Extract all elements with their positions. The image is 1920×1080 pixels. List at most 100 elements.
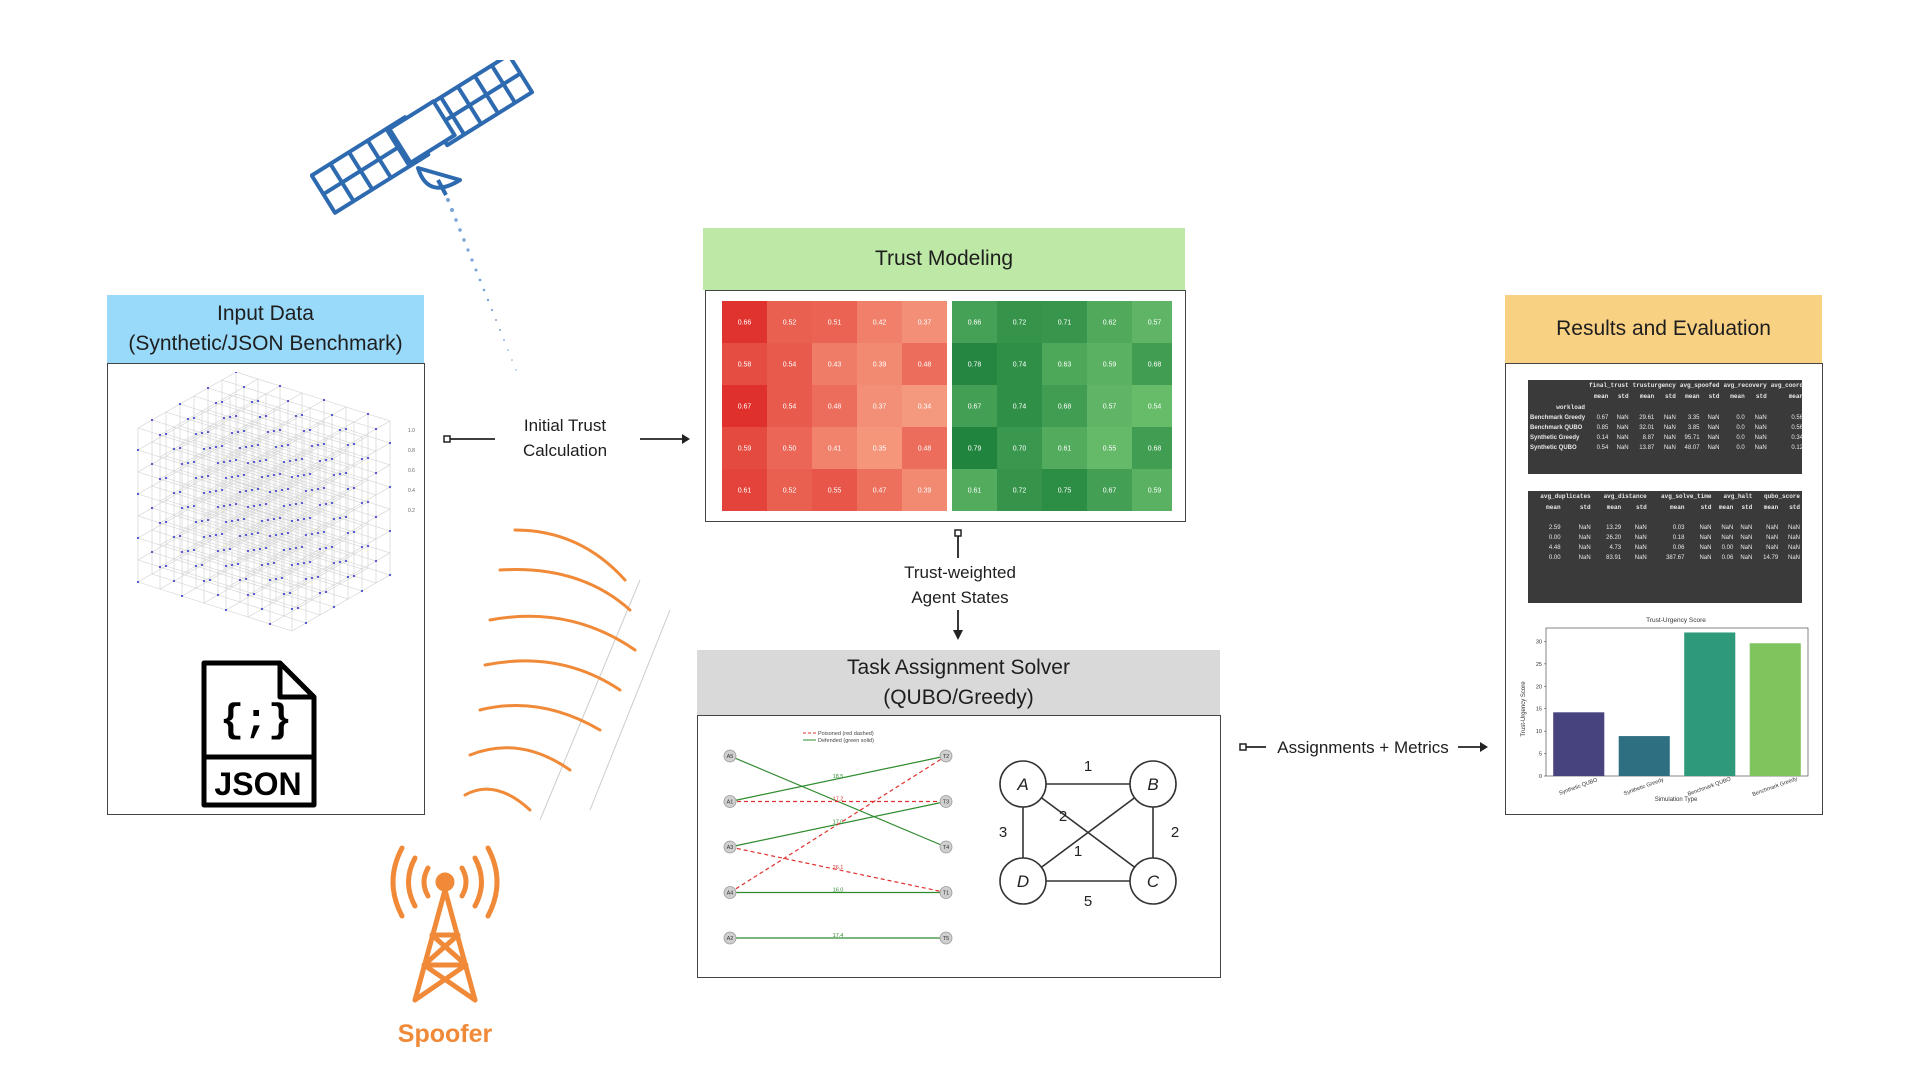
table2-row: 0.00 NaN 83.91 NaN 387.67 NaN 0.06 NaN 14.79 NaN: [1528, 553, 1802, 563]
red-heatmap-cell: [902, 469, 947, 511]
t2-sub: std: [1579, 504, 1591, 511]
green-heatmap-cell: [952, 469, 997, 511]
graph-node-b: B: [1147, 775, 1158, 794]
green-heatmap-cell: [1042, 385, 1087, 427]
table2-cell: NaN: [1578, 525, 1591, 531]
green-heatmap-cell: [1132, 343, 1172, 385]
green-heatmap-cell: [1087, 427, 1132, 469]
table1-row: Benchmark Greedy 0.67 NaN 29.61 NaN 3.35 NaN 0.…: [1528, 413, 1805, 423]
y-tick-label: 20: [1536, 684, 1542, 690]
green-heatmap-cell-value: 0.71: [1058, 320, 1072, 327]
edge-label: 17.0: [833, 819, 844, 825]
table1-cell: 0.56: [1791, 425, 1804, 431]
red-heatmap-cell-value: 0.35: [873, 446, 887, 453]
red-heatmap-cell: [857, 427, 902, 469]
table1-cell: NaN: [1616, 445, 1629, 451]
t1-h-trusturgency: trusturgency: [1632, 382, 1676, 389]
t1-h-avg-recovery: avg_recovery: [1723, 382, 1767, 389]
t1-h-final-trust: final_trust: [1589, 382, 1629, 389]
green-heatmap-cell: [1132, 301, 1172, 343]
t2-sub: std: [1635, 504, 1647, 511]
red-heatmap-cell: [722, 301, 767, 343]
table1-row-label: Synthetic QUBO: [1530, 445, 1577, 451]
x-tick-label: Benchmark Greedy: [1752, 776, 1799, 798]
table2-cell: 4.48: [1548, 545, 1561, 551]
table1-cell: NaN: [1663, 435, 1676, 441]
green-heatmap-cell: [1132, 427, 1172, 469]
green-heatmap-cell: [952, 427, 997, 469]
svg-text:1.0: 1.0: [408, 428, 415, 434]
green-heatmap-cell-value: 0.75: [1058, 488, 1072, 495]
t1-sub: std: [1617, 393, 1629, 400]
t2-sub: mean: [1718, 504, 1734, 511]
graph-node-a: A: [1016, 775, 1028, 794]
table2-cell: NaN: [1699, 535, 1712, 541]
table2-cell: NaN: [1634, 545, 1647, 551]
chart-xlabel: Simulation Type: [1655, 797, 1698, 803]
table2-cell: NaN: [1699, 555, 1712, 561]
green-heatmap-cell: [997, 385, 1042, 427]
table2-cell: NaN: [1787, 535, 1800, 541]
t2-sub: mean: [1546, 504, 1561, 511]
red-heatmap-cell: [767, 385, 812, 427]
t1-index-label: workload: [1556, 404, 1586, 411]
red-heatmap-cell-value: 0.41: [828, 446, 842, 453]
table2-cell: NaN: [1740, 545, 1753, 551]
table2-cell: NaN: [1721, 535, 1734, 541]
table2-row: 0.00 NaN 26.20 NaN 0.18 NaN NaN NaN NaN NaN: [1528, 533, 1802, 543]
input-data-header: Input Data (Synthetic/JSON Benchmark): [107, 295, 424, 363]
table1-cell: NaN: [1754, 445, 1767, 451]
bar: [1553, 712, 1605, 776]
red-heatmap-cell: [722, 343, 767, 385]
spoofer-signal-waves: [463, 528, 671, 820]
legend-poisoned: Poisoned (red dashed): [818, 731, 874, 737]
red-heatmap-cell: [902, 301, 947, 343]
svg-text:0.6: 0.6: [408, 468, 415, 474]
t2-sub: std: [1700, 504, 1712, 511]
table2-cell: NaN: [1578, 555, 1591, 561]
green-heatmap-cell-value: 0.61: [1058, 446, 1072, 453]
json-icon-label: JSON: [214, 766, 301, 802]
table1-cell: NaN: [1616, 415, 1629, 421]
t2-h-qubo-score: qubo_score: [1763, 493, 1800, 500]
svg-text:0.8: 0.8: [408, 448, 415, 454]
t2-h-avg-halt: avg_halt: [1723, 493, 1753, 500]
table2-cell: 13.29: [1606, 525, 1622, 531]
results-table-1: final_trust trusturgency avg_spoofed avg…: [1528, 380, 1805, 474]
red-heatmap-cell: [767, 469, 812, 511]
t2-sub: mean: [1763, 504, 1779, 511]
red-heatmap-cell: [902, 343, 947, 385]
green-heatmap-cell: [997, 343, 1042, 385]
table1-cell: 0.0: [1736, 445, 1745, 451]
bar: [1749, 643, 1801, 776]
arrow-input-to-trust: [443, 434, 690, 444]
t2-sub: mean: [1606, 504, 1622, 511]
3d-grid-plot: 1.0 0.8 0.6 0.4 0.2: [136, 372, 415, 632]
spoofer-tower-icon: [390, 845, 500, 1003]
table2-cell: 0.03: [1672, 525, 1685, 531]
green-heatmap-cell-value: 0.79: [968, 446, 982, 453]
green-heatmap-cell: [1087, 343, 1132, 385]
red-heatmap-cell-value: 0.39: [873, 362, 887, 369]
table1-cell: 13.87: [1639, 445, 1655, 451]
table1-cell: NaN: [1754, 415, 1767, 421]
weighted-graph: A B C D 1 2 2 1 3 5: [999, 758, 1179, 910]
table1-row: Benchmark QUBO 0.85 NaN 32.01 NaN 3.85 NaN 0.0 N…: [1528, 423, 1805, 433]
red-heatmap-cell: [812, 469, 857, 511]
green-heatmap-cell-value: 0.67: [968, 404, 982, 411]
t1-sub: std: [1755, 393, 1767, 400]
green-heatmap-cell-value: 0.61: [968, 488, 982, 495]
t1-sub: std: [1708, 393, 1720, 400]
weight-ab: 1: [1084, 758, 1092, 775]
table1-cell: NaN: [1663, 425, 1676, 431]
green-heatmap-cell: [1087, 301, 1132, 343]
assignment-edge: [729, 755, 947, 894]
red-heatmap-cell: [812, 343, 857, 385]
table1-cell: 32.01: [1639, 425, 1655, 431]
red-heatmap-cell-value: 0.34: [918, 404, 932, 411]
green-heatmap-cell-value: 0.62: [1103, 320, 1117, 327]
table2-cell: 83.91: [1606, 555, 1622, 561]
arrow-trust-to-solver: [953, 529, 963, 640]
green-heatmap-cell-value: 0.57: [1103, 404, 1117, 411]
table2-cell: NaN: [1578, 535, 1591, 541]
